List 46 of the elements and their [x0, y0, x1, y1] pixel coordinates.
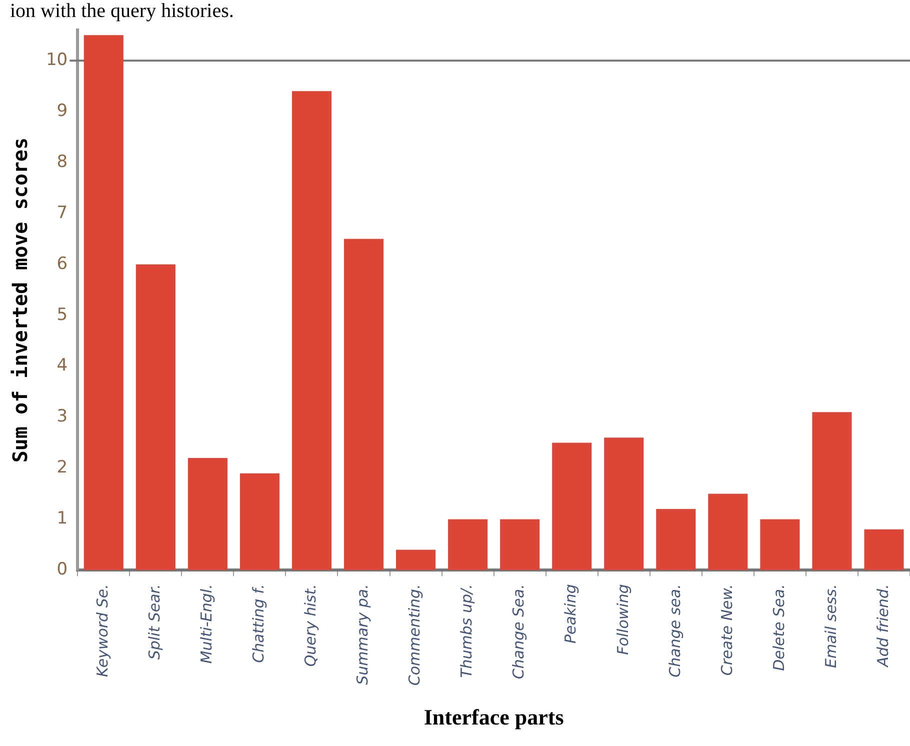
- bar: [760, 519, 800, 570]
- bar: [84, 35, 124, 570]
- x-tick-label: Keyword Se.: [94, 584, 112, 677]
- x-tick-label: Commenting.: [406, 584, 424, 686]
- bar: [708, 494, 748, 570]
- y-tick-label: 10: [46, 50, 68, 70]
- x-tick-label: Create New.: [718, 584, 736, 676]
- x-tick-label: Email sess.: [822, 584, 840, 668]
- y-tick-label: 5: [56, 304, 68, 325]
- bar: [292, 91, 332, 570]
- x-tick-label: Multi-Engl.: [198, 584, 216, 664]
- bar: [500, 519, 540, 570]
- text: ion with the query histories.: [10, 0, 234, 23]
- x-tick-label: Change Sea.: [510, 584, 528, 680]
- x-tick-label: Change sea.: [666, 584, 684, 678]
- x-tick-label: Peaking: [562, 584, 580, 644]
- bar: [136, 264, 176, 570]
- x-tick-label: Delete Sea.: [770, 584, 788, 671]
- y-tick-label: 8: [56, 152, 68, 172]
- y-tick-label: 6: [56, 254, 68, 274]
- x-tick-label: Thumbs up/.: [458, 584, 476, 678]
- x-tick-label: Split Sear.: [146, 584, 164, 660]
- bar: [604, 438, 644, 570]
- bar: [812, 412, 852, 570]
- x-axis-title: Interface parts: [424, 704, 564, 730]
- bar: [240, 473, 280, 570]
- x-tick-label: Following: [614, 584, 632, 655]
- y-tick-label: 4: [56, 356, 68, 376]
- y-axis-title: Sum of inverted move scores: [8, 138, 32, 463]
- bar: [344, 238, 384, 570]
- x-tick-label: Add friend.: [874, 584, 892, 668]
- bar: [188, 458, 228, 570]
- y-tick-label: 3: [56, 406, 68, 427]
- y-tick-label: 0: [56, 560, 68, 580]
- x-tick-label: Chatting f.: [250, 584, 268, 663]
- x-tick-label: Query hist.: [302, 584, 320, 667]
- y-tick-label: 7: [56, 202, 68, 223]
- bar: [396, 550, 436, 570]
- bar: [552, 442, 592, 570]
- bar: [448, 519, 488, 570]
- y-tick-label: 2: [56, 458, 68, 478]
- bar: [864, 529, 904, 570]
- bar: [656, 508, 696, 570]
- y-tick-label: 1: [56, 508, 68, 529]
- x-tick-label: Summary pa.: [354, 584, 372, 685]
- y-tick-label: 9: [56, 100, 68, 121]
